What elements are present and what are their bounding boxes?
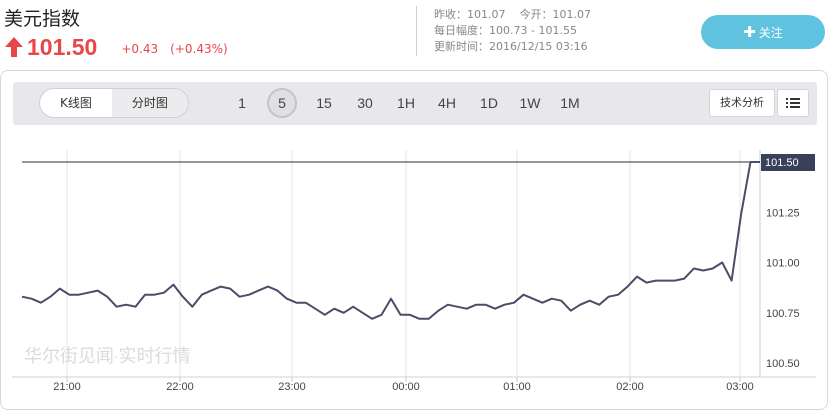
tab-timeshare[interactable]: 分时图 (111, 89, 188, 117)
follow-button[interactable]: ✚ 关注 (701, 15, 825, 49)
x-tick-label: 02:00 (616, 381, 644, 393)
open-price: 今开：101.07 (519, 8, 592, 21)
x-tick-label: 00:00 (392, 381, 420, 393)
period-1d[interactable]: 1D (480, 95, 498, 111)
period-1m[interactable]: 1M (560, 95, 580, 111)
price-change-percent: (+0.43%) (170, 42, 228, 56)
menu-button[interactable] (777, 89, 809, 117)
quote-stats: 昨收：101.07 今开：101.07 每日幅度：100.73 - 101.55 … (434, 7, 591, 55)
current-price-tag (761, 154, 815, 171)
instrument-title: 美元指数 (4, 8, 81, 30)
chart-mode-toggle: K线图 分时图 (39, 88, 189, 118)
update-time: 更新时间：2016/12/15 03:16 (434, 40, 588, 53)
arrow-up-icon (5, 37, 23, 57)
y-tick-label: 100.75 (766, 308, 800, 320)
y-tick-label: 101.00 (766, 258, 800, 270)
quote-header: 美元指数 101.50 +0.43 (+0.43%) 昨收：101.07 今开：1… (0, 0, 828, 66)
x-tick-label: 01:00 (503, 381, 531, 393)
period-1h[interactable]: 1H (397, 95, 415, 111)
current-price-tag-label: 101.50 (765, 157, 799, 169)
header-divider (416, 6, 417, 56)
chart-panel: K线图 分时图 1 5 15 30 1H 4H 1D 1W 1M 技术分析 (0, 70, 828, 410)
y-tick-label: 101.25 (766, 207, 800, 219)
daily-range: 每日幅度：100.73 - 101.55 (434, 24, 577, 37)
period-1w[interactable]: 1W (519, 95, 541, 111)
chart-toolbar: K线图 分时图 1 5 15 30 1H 4H 1D 1W 1M 技术分析 (13, 82, 817, 125)
x-tick-label: 22:00 (166, 381, 194, 393)
plus-icon: ✚ (743, 23, 756, 41)
period-1[interactable]: 1 (238, 95, 246, 111)
tab-kline[interactable]: K线图 (60, 96, 92, 110)
period-30[interactable]: 30 (357, 95, 373, 111)
period-15[interactable]: 15 (316, 95, 332, 111)
x-tick-label: 23:00 (278, 381, 306, 393)
period-4h[interactable]: 4H (438, 95, 456, 111)
list-icon (786, 98, 800, 108)
series-line (21, 161, 760, 320)
prev-close: 昨收：101.07 (434, 8, 506, 21)
follow-label: 关注 (758, 25, 783, 40)
x-tick-label: 03:00 (726, 381, 754, 393)
x-tick-label: 21:00 (53, 381, 81, 393)
price-row: 101.50 +0.43 (+0.43%) (4, 33, 228, 61)
current-price: 101.50 (27, 33, 98, 60)
technical-analysis-button[interactable]: 技术分析 (709, 89, 775, 117)
y-tick-label: 100.50 (766, 358, 800, 370)
price-change: +0.43 (121, 42, 159, 56)
period-5[interactable]: 5 (267, 88, 297, 118)
